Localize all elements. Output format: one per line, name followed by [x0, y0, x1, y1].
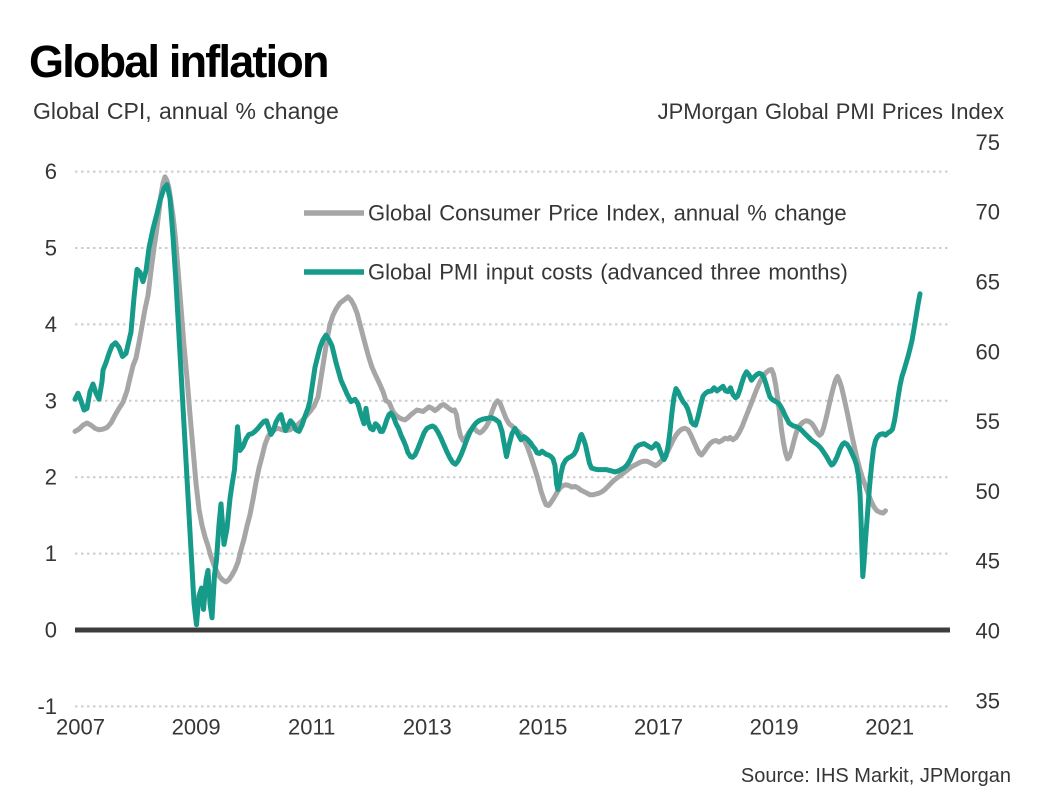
- svg-text:65: 65: [976, 270, 1000, 295]
- svg-text:2017: 2017: [634, 715, 683, 740]
- svg-text:2019: 2019: [750, 715, 799, 740]
- svg-text:40: 40: [976, 619, 1000, 644]
- svg-text:Global Consumer Price Index, a: Global Consumer Price Index, annual % ch…: [368, 201, 847, 226]
- svg-text:2021: 2021: [865, 715, 914, 740]
- svg-text:Global PMI input costs (advanc: Global PMI input costs (advanced three m…: [368, 260, 848, 285]
- svg-text:35: 35: [976, 688, 1000, 713]
- svg-text:55: 55: [976, 409, 1000, 434]
- svg-text:-1: -1: [37, 694, 57, 719]
- svg-text:70: 70: [976, 200, 1000, 225]
- svg-text:5: 5: [45, 236, 57, 261]
- svg-text:2011: 2011: [288, 715, 335, 740]
- svg-text:4: 4: [45, 312, 57, 337]
- svg-text:60: 60: [976, 339, 1000, 364]
- svg-text:1: 1: [45, 541, 57, 566]
- svg-text:2013: 2013: [403, 715, 452, 740]
- svg-text:2: 2: [45, 465, 57, 490]
- svg-text:2009: 2009: [172, 715, 221, 740]
- svg-text:Global inflation: Global inflation: [29, 36, 328, 87]
- svg-text:2015: 2015: [518, 715, 567, 740]
- svg-text:0: 0: [45, 618, 57, 643]
- svg-text:50: 50: [976, 479, 1000, 504]
- svg-text:45: 45: [976, 549, 1000, 574]
- svg-text:Global CPI, annual % change: Global CPI, annual % change: [33, 98, 339, 124]
- svg-text:2007: 2007: [56, 715, 105, 740]
- svg-text:75: 75: [976, 130, 1000, 155]
- svg-text:Source: IHS Markit, JPMorgan: Source: IHS Markit, JPMorgan: [741, 765, 1011, 787]
- svg-text:JPMorgan Global PMI Prices Ind: JPMorgan Global PMI Prices Index: [658, 99, 1004, 124]
- svg-text:6: 6: [45, 159, 57, 184]
- svg-text:3: 3: [45, 388, 57, 413]
